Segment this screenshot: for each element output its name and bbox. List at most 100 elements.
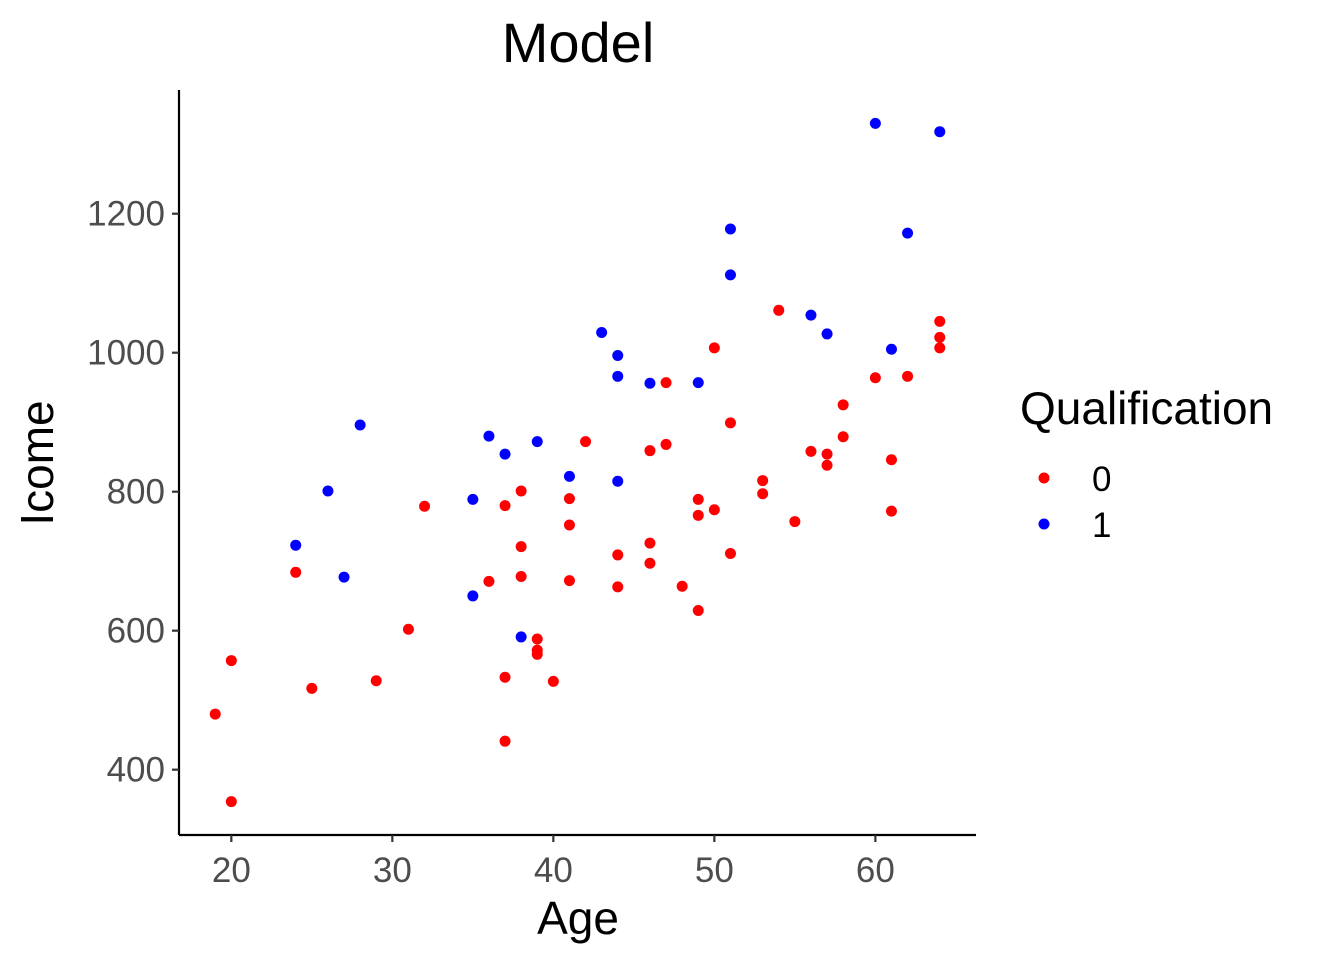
- data-point: [225, 655, 237, 667]
- data-point: [499, 500, 511, 512]
- data-point: [821, 459, 833, 471]
- data-point: [612, 370, 624, 382]
- data-point: [402, 623, 414, 635]
- data-point: [934, 126, 946, 138]
- legend-title: Qualification: [1020, 382, 1273, 434]
- data-point: [837, 399, 849, 411]
- data-point: [483, 575, 495, 587]
- x-axis-ticks: 20 30 40 50 60: [212, 835, 895, 890]
- data-point: [837, 431, 849, 443]
- data-point: [934, 331, 946, 343]
- data-point: [596, 327, 608, 339]
- legend-label-1: 1: [1092, 506, 1111, 545]
- data-point: [902, 370, 914, 382]
- x-tick-label: 60: [856, 851, 895, 890]
- data-point: [644, 537, 656, 549]
- data-point: [885, 343, 897, 355]
- data-point: [499, 735, 511, 747]
- data-point: [692, 509, 704, 521]
- data-point: [885, 505, 897, 517]
- data-point: [934, 315, 946, 327]
- data-point: [515, 631, 527, 643]
- data-point: [644, 377, 656, 389]
- data-point: [644, 445, 656, 457]
- legend: Qualification 0 1: [1020, 382, 1273, 545]
- legend-key-0: [1038, 472, 1050, 484]
- data-point: [821, 328, 833, 340]
- data-point: [805, 309, 817, 321]
- data-point: [660, 438, 672, 450]
- series-1: [290, 117, 946, 643]
- x-tick-label: 40: [534, 851, 573, 890]
- data-point: [612, 581, 624, 593]
- data-point: [644, 557, 656, 569]
- y-tick-label: 400: [107, 751, 165, 790]
- y-tick-label: 800: [107, 473, 165, 512]
- plot-area: [209, 117, 946, 808]
- data-point: [563, 493, 575, 505]
- legend-key-1: [1038, 518, 1050, 530]
- data-point: [483, 430, 495, 442]
- x-axis-title: Age: [537, 892, 619, 944]
- data-point: [612, 475, 624, 487]
- x-tick-label: 30: [373, 851, 412, 890]
- data-point: [692, 493, 704, 505]
- data-point: [708, 342, 720, 354]
- data-point: [563, 470, 575, 482]
- data-point: [676, 580, 688, 592]
- y-axis-title: Icome: [11, 400, 63, 525]
- data-point: [531, 633, 543, 645]
- chart-title: Model: [502, 11, 655, 74]
- data-point: [290, 539, 302, 551]
- y-tick-label: 600: [107, 612, 165, 651]
- data-point: [370, 675, 382, 687]
- data-point: [499, 448, 511, 460]
- data-point: [338, 571, 350, 583]
- data-point: [531, 436, 543, 448]
- x-tick-label: 50: [695, 851, 734, 890]
- data-point: [757, 475, 769, 487]
- data-point: [692, 605, 704, 617]
- data-point: [660, 377, 672, 389]
- data-point: [580, 436, 592, 448]
- data-point: [724, 417, 736, 429]
- data-point: [724, 548, 736, 560]
- legend-label-0: 0: [1092, 460, 1111, 499]
- data-point: [515, 541, 527, 553]
- data-point: [805, 445, 817, 457]
- data-point: [306, 682, 318, 694]
- data-point: [869, 372, 881, 384]
- data-point: [515, 570, 527, 582]
- data-point: [531, 648, 543, 660]
- data-point: [885, 454, 897, 466]
- data-point: [225, 796, 237, 808]
- data-point: [773, 304, 785, 316]
- series-0: [209, 304, 946, 808]
- data-point: [499, 671, 511, 683]
- y-tick-label: 1000: [87, 334, 165, 373]
- data-point: [467, 493, 479, 505]
- data-point: [612, 349, 624, 361]
- points-layer: [209, 117, 946, 808]
- data-point: [724, 269, 736, 281]
- data-point: [692, 377, 704, 389]
- data-point: [322, 485, 334, 497]
- data-point: [789, 516, 801, 528]
- data-point: [354, 419, 366, 431]
- data-point: [612, 549, 624, 561]
- data-point: [563, 575, 575, 587]
- data-point: [467, 590, 479, 602]
- x-tick-label: 20: [212, 851, 251, 890]
- data-point: [515, 485, 527, 497]
- data-point: [869, 117, 881, 129]
- data-point: [902, 227, 914, 239]
- y-tick-label: 1200: [87, 195, 165, 234]
- data-point: [290, 566, 302, 578]
- data-point: [708, 504, 720, 516]
- data-point: [419, 500, 431, 512]
- data-point: [934, 342, 946, 354]
- data-point: [724, 223, 736, 235]
- y-axis-ticks: 400 600 800 1000 1200: [87, 195, 179, 790]
- data-point: [209, 708, 221, 720]
